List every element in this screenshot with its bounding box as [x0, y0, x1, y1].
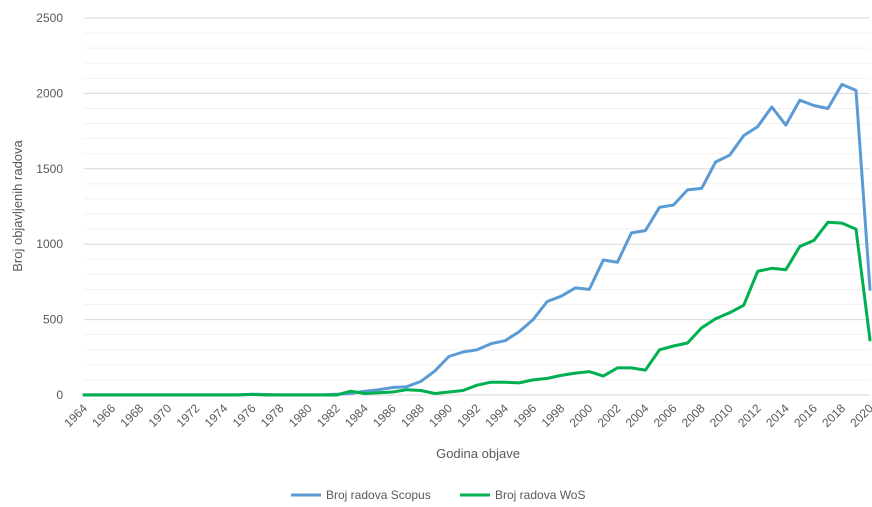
x-tick-label: 1976	[230, 401, 259, 430]
x-tick-label: 1990	[426, 401, 455, 430]
legend-label: Broj radova WoS	[495, 488, 586, 502]
x-tick-label: 2010	[707, 401, 736, 430]
y-tick-label: 2500	[36, 11, 63, 25]
legend: Broj radova Scopus Broj radova WoS	[291, 488, 586, 502]
x-tick-label: 1992	[454, 401, 483, 430]
series-line-wos	[82, 220, 872, 397]
y-axis-title: Broj objavljenih radova	[10, 139, 25, 271]
y-tick-label: 0	[56, 388, 63, 402]
legend-label: Broj radova Scopus	[326, 488, 431, 502]
y-axis-ticks: 0 500 1000 1500 2000 2500	[36, 11, 63, 402]
x-tick-label: 2000	[567, 401, 596, 430]
y-tick-label: 500	[43, 313, 63, 327]
x-tick-label: 1996	[510, 401, 539, 430]
series-line-scopus	[82, 82, 872, 397]
x-tick-label: 2008	[679, 401, 708, 430]
x-tick-label: 1984	[342, 401, 371, 430]
x-tick-label: 2004	[623, 401, 652, 430]
x-tick-label: 1966	[89, 401, 118, 430]
x-tick-label: 1968	[117, 401, 146, 430]
y-tick-label: 2000	[36, 86, 63, 100]
x-tick-label: 2006	[651, 401, 680, 430]
x-tick-label: 1978	[258, 401, 287, 430]
x-tick-label: 1972	[174, 401, 203, 430]
x-axis-ticks: 1964 1966 1968 1970 1972 1974 1976 1978 1980 1982…	[61, 401, 872, 430]
x-tick-label: 2014	[763, 401, 792, 430]
x-tick-label: 1974	[202, 401, 231, 430]
x-tick-label: 1986	[370, 401, 399, 430]
x-tick-label: 1994	[482, 401, 511, 430]
y-tick-label: 1000	[36, 237, 63, 251]
x-tick-label: 1964	[61, 401, 90, 430]
x-tick-label: 2012	[735, 401, 764, 430]
x-tick-label: 2002	[595, 401, 624, 430]
x-tick-label: 2020	[847, 401, 872, 430]
x-tick-label: 2018	[819, 401, 848, 430]
x-tick-label: 1998	[539, 401, 568, 430]
gridlines	[84, 17, 870, 381]
x-tick-label: 1970	[146, 401, 175, 430]
series-lines	[82, 82, 872, 397]
x-tick-label: 1980	[286, 401, 315, 430]
x-tick-label: 1982	[314, 401, 343, 430]
x-axis-title: Godina objave	[436, 446, 520, 461]
y-tick-label: 1500	[36, 162, 63, 176]
x-tick-label: 2016	[791, 401, 820, 430]
x-tick-label: 1988	[398, 401, 427, 430]
